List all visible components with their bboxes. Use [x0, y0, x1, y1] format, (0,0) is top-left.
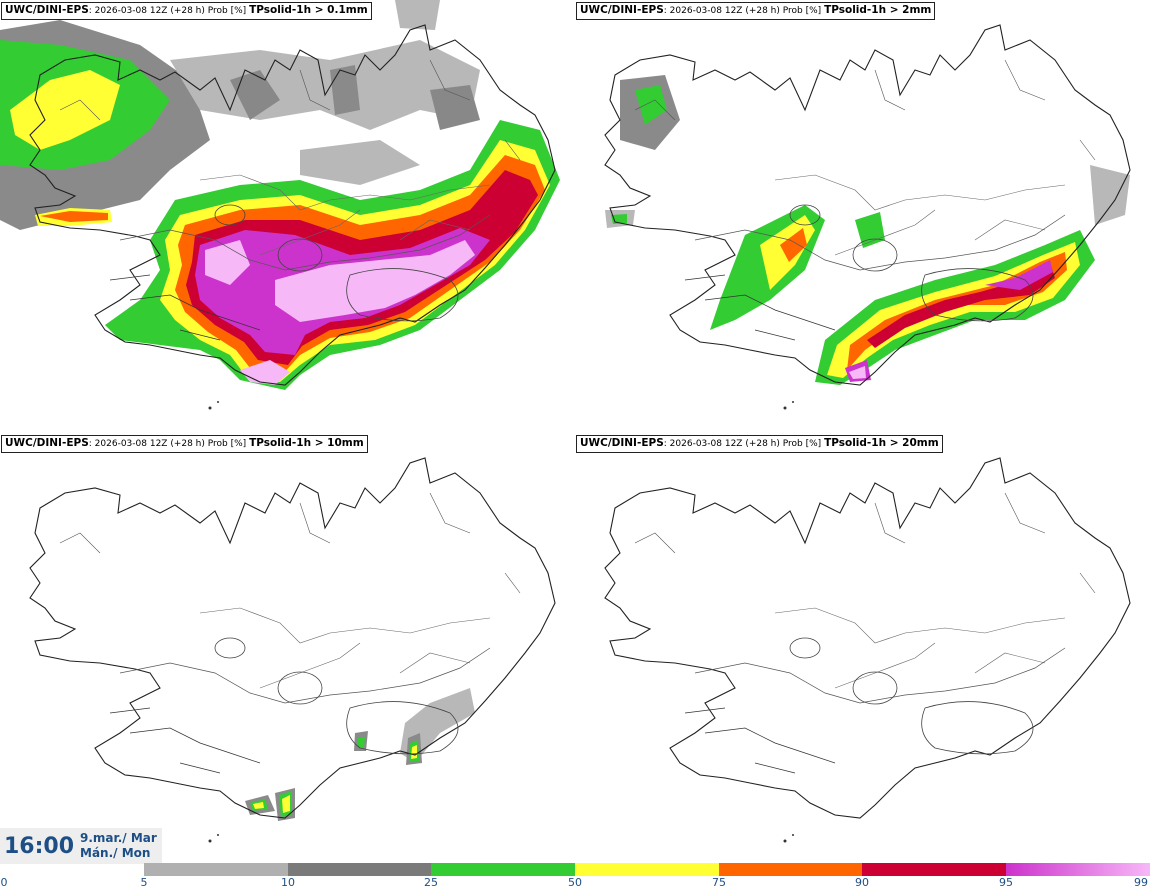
map-panel-4: UWC/DINI-EPS: 2026-03-08 12Z (+28 h) Pro…: [575, 433, 1150, 866]
colorbar-tick: 25: [424, 876, 438, 889]
run-info: 2026-03-08 12Z (+28 h) Prob [%]: [94, 6, 247, 16]
parameter-label: TPsolid-1h > 2mm: [824, 4, 932, 16]
panel-title: UWC/DINI-EPS: 2026-03-08 12Z (+28 h) Pro…: [1, 435, 368, 453]
valid-date: 9.mar./ Mar: [80, 831, 157, 845]
colorbar-tick: 90: [855, 876, 869, 889]
colorbar-seg-1: [144, 863, 288, 876]
colorbar-tick: 50: [568, 876, 582, 889]
colorbar-seg-6: [862, 863, 1006, 876]
map-panel-3: UWC/DINI-EPS: 2026-03-08 12Z (+28 h) Pro…: [0, 433, 575, 866]
run-info: 2026-03-08 12Z (+28 h) Prob [%]: [669, 6, 822, 16]
model-name: UWC/DINI-EPS: [580, 4, 664, 16]
probability-map-3: [29, 457, 556, 844]
probability-map-2: [604, 24, 1131, 411]
colorbar: [144, 863, 1150, 876]
parameter-label: TPsolid-1h > 0.1mm: [249, 4, 368, 16]
valid-weekday: Mán./ Mon: [80, 846, 151, 860]
run-info: 2026-03-08 12Z (+28 h) Prob [%]: [669, 439, 822, 449]
colorbar-tick: 0: [0, 876, 8, 889]
colorbar-seg-4: [575, 863, 719, 876]
parameter-label: TPsolid-1h > 20mm: [824, 437, 939, 449]
parameter-label: TPsolid-1h > 10mm: [249, 437, 364, 449]
model-name: UWC/DINI-EPS: [5, 4, 89, 16]
colorbar-tick: 95: [999, 876, 1013, 889]
colorbar-seg-5: [719, 863, 862, 876]
probability-map-1: [0, 0, 560, 411]
panel-title: UWC/DINI-EPS: 2026-03-08 12Z (+28 h) Pro…: [1, 2, 372, 20]
colorbar-tick: 5: [140, 876, 148, 889]
colorbar-seg-3: [431, 863, 575, 876]
map-panel-1: UWC/DINI-EPS: 2026-03-08 12Z (+28 h) Pro…: [0, 0, 575, 433]
map-panel-2: UWC/DINI-EPS: 2026-03-08 12Z (+28 h) Pro…: [575, 0, 1150, 433]
panel-title: UWC/DINI-EPS: 2026-03-08 12Z (+28 h) Pro…: [576, 2, 936, 20]
colorbar-tick: 10: [281, 876, 295, 889]
valid-time-box: 16:00 9.mar./ Mar Mán./ Mon: [0, 828, 162, 864]
colorbar-seg-7: [1006, 863, 1150, 876]
model-name: UWC/DINI-EPS: [5, 437, 89, 449]
model-name: UWC/DINI-EPS: [580, 437, 664, 449]
panel-title: UWC/DINI-EPS: 2026-03-08 12Z (+28 h) Pro…: [576, 435, 943, 453]
colorbar-tick: 75: [712, 876, 726, 889]
valid-hour: 16:00: [4, 834, 75, 859]
colorbar-tick: 99: [1134, 876, 1148, 889]
colorbar-seg-2: [288, 863, 431, 876]
run-info: 2026-03-08 12Z (+28 h) Prob [%]: [94, 439, 247, 449]
probability-map-4: [604, 457, 1131, 844]
